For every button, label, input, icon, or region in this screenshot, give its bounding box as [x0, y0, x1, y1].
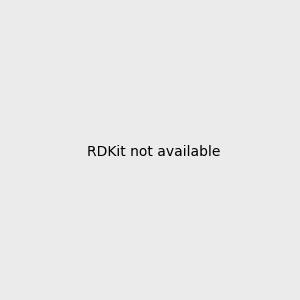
Text: RDKit not available: RDKit not available — [87, 145, 220, 158]
